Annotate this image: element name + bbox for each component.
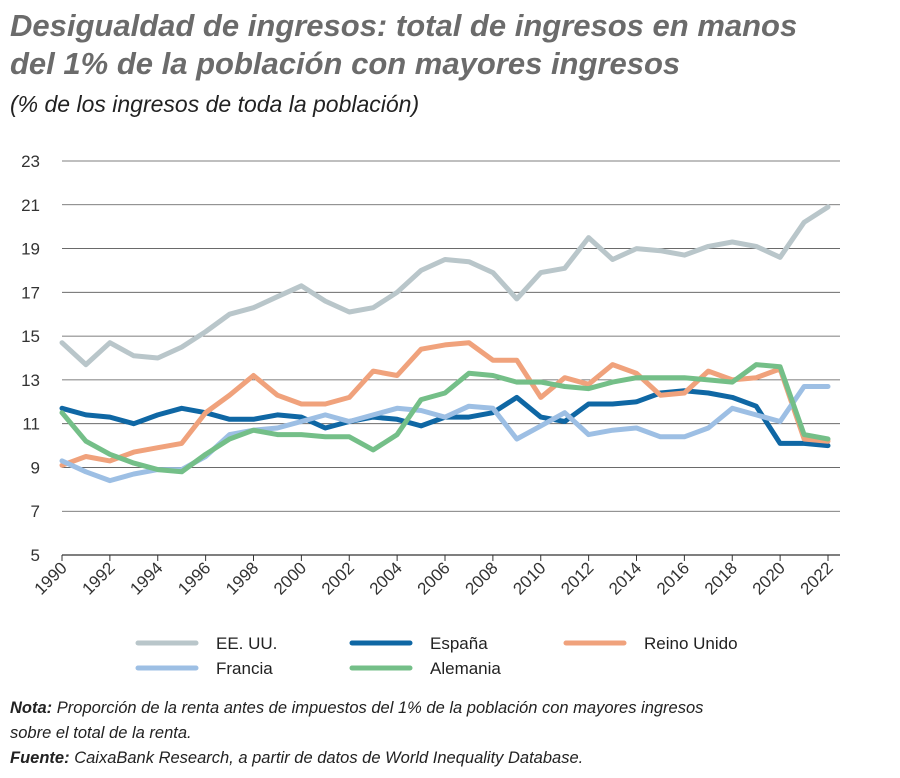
note-text: Proporción de la renta antes de impuesto… — [57, 699, 704, 717]
series-line — [59, 340, 831, 468]
source: Fuente: CaixaBank Research, a partir de … — [10, 749, 583, 767]
x-tick-label: 2004 — [366, 558, 406, 598]
source-text: CaixaBank Research, a partir de datos de… — [74, 749, 583, 767]
x-tick-label: 2000 — [270, 558, 310, 598]
y-tick-label: 19 — [21, 240, 40, 259]
legend-label: Alemania — [430, 659, 501, 678]
legend-label: Francia — [216, 659, 273, 678]
note: Nota: Proporción de la renta antes de im… — [10, 699, 703, 717]
legend-label: Reino Unido — [644, 634, 738, 653]
x-tick-label: 2002 — [318, 558, 358, 598]
source-label: Fuente: — [10, 749, 70, 767]
x-tick-label: 1996 — [174, 558, 214, 598]
legend-label: España — [430, 634, 488, 653]
series-line — [59, 204, 831, 368]
chart-subtitle: (% de los ingresos de toda la población) — [10, 91, 419, 117]
y-tick-label: 23 — [21, 152, 40, 171]
note-text: sobre el total de la renta. — [10, 724, 192, 742]
series-line — [59, 384, 831, 484]
note-label: Nota: — [10, 699, 52, 717]
x-tick-label: 2022 — [797, 558, 837, 598]
y-tick-label: 13 — [21, 371, 40, 390]
x-tick-label: 2010 — [509, 558, 549, 598]
x-tick-label: 2014 — [605, 558, 645, 598]
x-tick-label: 1992 — [79, 558, 119, 598]
chart-title: Desigualdad de ingresos: total de ingres… — [10, 8, 797, 43]
series-line — [59, 362, 831, 475]
legend-label: EE. UU. — [216, 634, 277, 653]
x-tick-label: 2020 — [749, 558, 789, 598]
x-tick-label: 2006 — [414, 558, 454, 598]
y-tick-label: 15 — [21, 327, 40, 346]
y-tick-label: 5 — [31, 546, 40, 565]
x-tick-label: 2008 — [462, 558, 502, 598]
y-tick-label: 9 — [31, 458, 40, 477]
x-tick-label: 2018 — [701, 558, 741, 598]
x-tick-label: 1994 — [126, 558, 166, 598]
x-tick-label: 2012 — [557, 558, 597, 598]
x-tick-label: 1998 — [222, 558, 262, 598]
y-tick-label: 11 — [22, 415, 40, 434]
chart-title: del 1% de la población con mayores ingre… — [10, 46, 680, 81]
y-tick-label: 7 — [31, 502, 40, 521]
x-tick-label: 2016 — [653, 558, 693, 598]
y-tick-label: 21 — [21, 196, 40, 215]
y-tick-label: 17 — [21, 283, 40, 302]
